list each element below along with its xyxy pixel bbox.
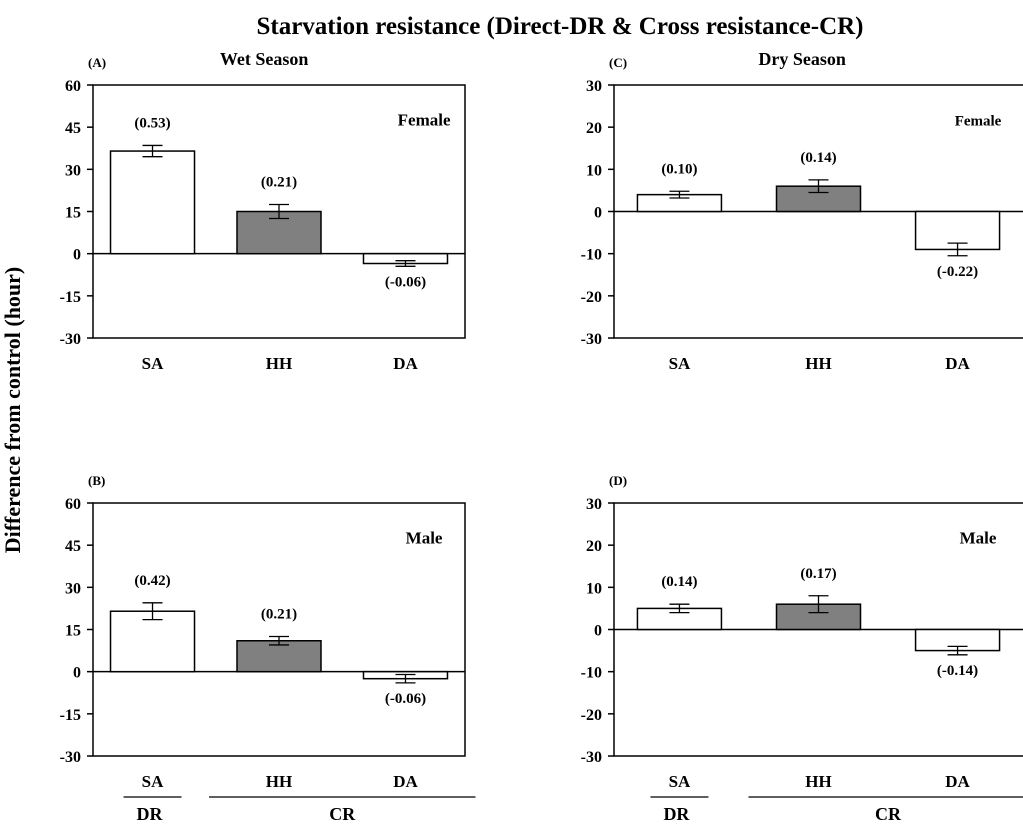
category-label: DA xyxy=(393,354,418,373)
y-tick-label: 10 xyxy=(586,580,602,597)
y-tick-label: -30 xyxy=(60,749,81,766)
panel-title: Dry Season xyxy=(758,49,846,69)
y-tick-label: 0 xyxy=(594,623,602,640)
y-tick-label: -30 xyxy=(581,331,602,348)
data-label: (0.42) xyxy=(134,573,170,589)
y-tick-label: -10 xyxy=(581,247,602,264)
chart-panel-2: -30 -15 0 15 30 45 60 (B) Male (0.42) SA (0.21) HH (-… xyxy=(60,473,476,824)
panel-letter: (B) xyxy=(88,473,105,488)
data-label: (-0.14) xyxy=(937,663,978,679)
category-label: SA xyxy=(142,772,164,791)
y-tick-label: 60 xyxy=(65,78,81,95)
panels: -30 -15 0 15 30 45 60 (A) Wet Season Female (0.53)… xyxy=(60,49,1023,824)
sex-label: Male xyxy=(406,528,443,547)
y-tick-label: -15 xyxy=(60,289,81,306)
y-tick-label: -30 xyxy=(60,331,81,348)
data-label: (0.17) xyxy=(800,566,836,582)
category-label: SA xyxy=(669,354,691,373)
category-label: HH xyxy=(266,772,292,791)
bar-sa xyxy=(109,150,196,255)
y-axis-label: Difference from control (hour) xyxy=(0,267,25,554)
group-label: DR xyxy=(137,804,164,824)
data-label: (-0.06) xyxy=(385,691,426,707)
y-tick-label: 0 xyxy=(73,247,81,264)
category-label: SA xyxy=(142,354,164,373)
y-tick-label: -30 xyxy=(581,749,602,766)
category-label: DA xyxy=(945,772,970,791)
data-label: (0.14) xyxy=(661,574,697,590)
category-label: SA xyxy=(669,772,691,791)
y-tick-label: 60 xyxy=(65,496,81,513)
panel-letter: (D) xyxy=(609,473,627,488)
group-label: CR xyxy=(875,804,902,824)
y-tick-label: 15 xyxy=(65,623,81,640)
category-label: DA xyxy=(393,772,418,791)
data-label: (0.10) xyxy=(661,161,697,177)
data-label: (0.21) xyxy=(261,607,297,623)
y-tick-label: 10 xyxy=(586,162,602,179)
y-tick-label: -20 xyxy=(581,707,602,724)
category-label: HH xyxy=(805,772,831,791)
y-tick-label: -20 xyxy=(581,289,602,306)
group-label: CR xyxy=(329,804,356,824)
sex-label: Male xyxy=(960,528,997,547)
y-tick-label: 30 xyxy=(586,496,602,513)
y-tick-label: 15 xyxy=(65,205,81,222)
chart-panel-3: -30 -20 -10 0 10 20 30 (C) Dry Season Female (0.10… xyxy=(581,49,1023,373)
data-label: (0.21) xyxy=(261,174,297,190)
y-tick-label: -10 xyxy=(581,665,602,682)
data-label: (0.53) xyxy=(134,115,170,131)
sex-label: Female xyxy=(955,113,1002,129)
figure-title: Starvation resistance (Direct-DR & Cross… xyxy=(256,13,863,40)
data-label: (0.14) xyxy=(800,150,836,166)
y-tick-label: 0 xyxy=(594,205,602,222)
category-label: HH xyxy=(266,354,292,373)
y-tick-label: 45 xyxy=(65,120,81,137)
y-tick-label: 20 xyxy=(586,120,602,137)
chart-panel-4: -30 -20 -10 0 10 20 30 (D) Male (0.14) SA (0.17) HH (… xyxy=(581,473,1023,824)
data-label: (-0.06) xyxy=(385,274,426,290)
y-tick-label: 30 xyxy=(65,580,81,597)
y-tick-label: 30 xyxy=(586,78,602,95)
category-label: DA xyxy=(945,354,970,373)
y-tick-label: 20 xyxy=(586,538,602,555)
y-tick-label: 0 xyxy=(73,665,81,682)
group-label: DR xyxy=(663,804,690,824)
sex-label: Female xyxy=(398,110,451,129)
data-label: (-0.22) xyxy=(937,264,978,280)
panel-letter: (C) xyxy=(609,55,627,70)
bar-sa xyxy=(109,610,196,673)
panel-letter: (A) xyxy=(88,55,106,70)
y-tick-label: -15 xyxy=(60,707,81,724)
y-tick-label: 45 xyxy=(65,538,81,555)
chart-panel-1: -30 -15 0 15 30 45 60 (A) Wet Season Female (0.53)… xyxy=(60,49,466,373)
category-label: HH xyxy=(805,354,831,373)
y-tick-label: 30 xyxy=(65,162,81,179)
panel-title: Wet Season xyxy=(220,49,309,69)
